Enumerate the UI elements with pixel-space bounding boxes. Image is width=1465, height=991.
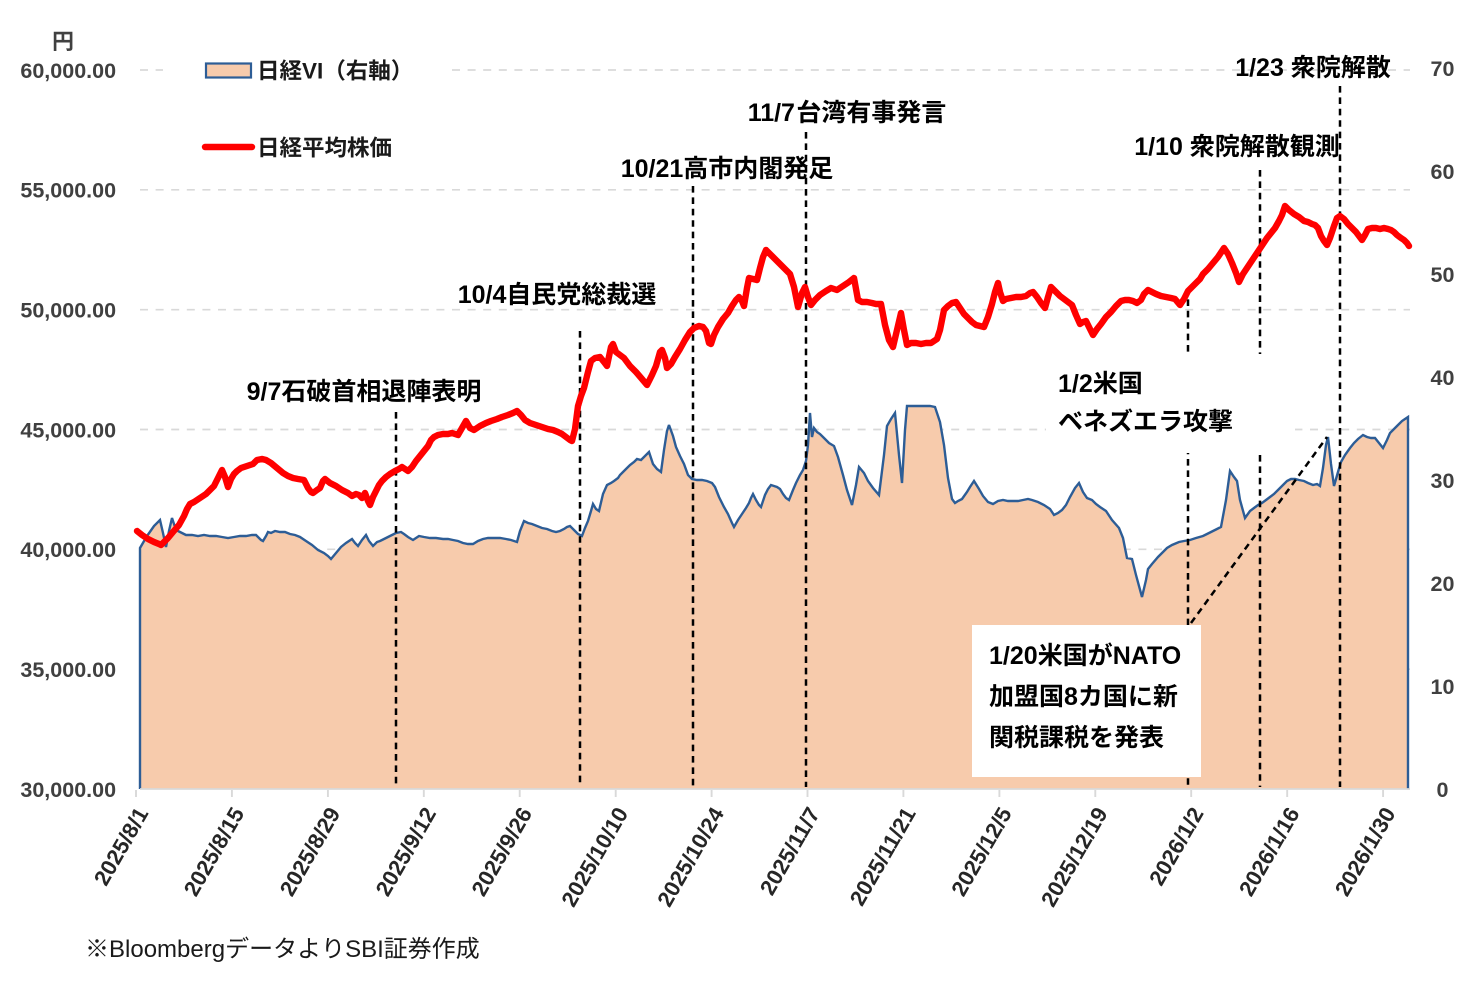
svg-text:10/21: 10/21 [621, 155, 684, 183]
svg-text:Bloomberg: Bloomberg [109, 936, 225, 963]
svg-text:40,000.00: 40,000.00 [20, 538, 116, 562]
svg-text:1/10: 1/10 [1134, 133, 1190, 161]
svg-text:10/4: 10/4 [458, 281, 507, 309]
svg-text:55,000.00: 55,000.00 [20, 179, 116, 203]
svg-text:1/20: 1/20 [989, 642, 1038, 670]
svg-text:1/23: 1/23 [1235, 54, 1291, 82]
svg-text:60,000.00: 60,000.00 [20, 59, 116, 83]
svg-text:9/7: 9/7 [247, 378, 282, 406]
svg-text:50: 50 [1431, 263, 1455, 287]
svg-text:50,000.00: 50,000.00 [20, 299, 116, 323]
svg-text:30: 30 [1431, 469, 1455, 493]
svg-text:40: 40 [1431, 366, 1455, 390]
svg-text:10: 10 [1431, 675, 1455, 699]
svg-text:30,000.00: 30,000.00 [20, 778, 116, 802]
svg-text:45,000.00: 45,000.00 [20, 418, 116, 442]
svg-text:SBI: SBI [345, 936, 384, 963]
svg-text:35,000.00: 35,000.00 [20, 658, 116, 682]
svg-text:VI: VI [302, 59, 323, 84]
svg-text:0: 0 [1437, 778, 1449, 802]
svg-text:20: 20 [1431, 572, 1455, 596]
svg-text:1/2: 1/2 [1058, 370, 1093, 398]
svg-text:NATO: NATO [1113, 642, 1182, 670]
svg-text:70: 70 [1431, 57, 1455, 81]
svg-text:8: 8 [1064, 683, 1078, 711]
svg-text:60: 60 [1431, 160, 1455, 184]
svg-text:11/7: 11/7 [748, 99, 795, 127]
